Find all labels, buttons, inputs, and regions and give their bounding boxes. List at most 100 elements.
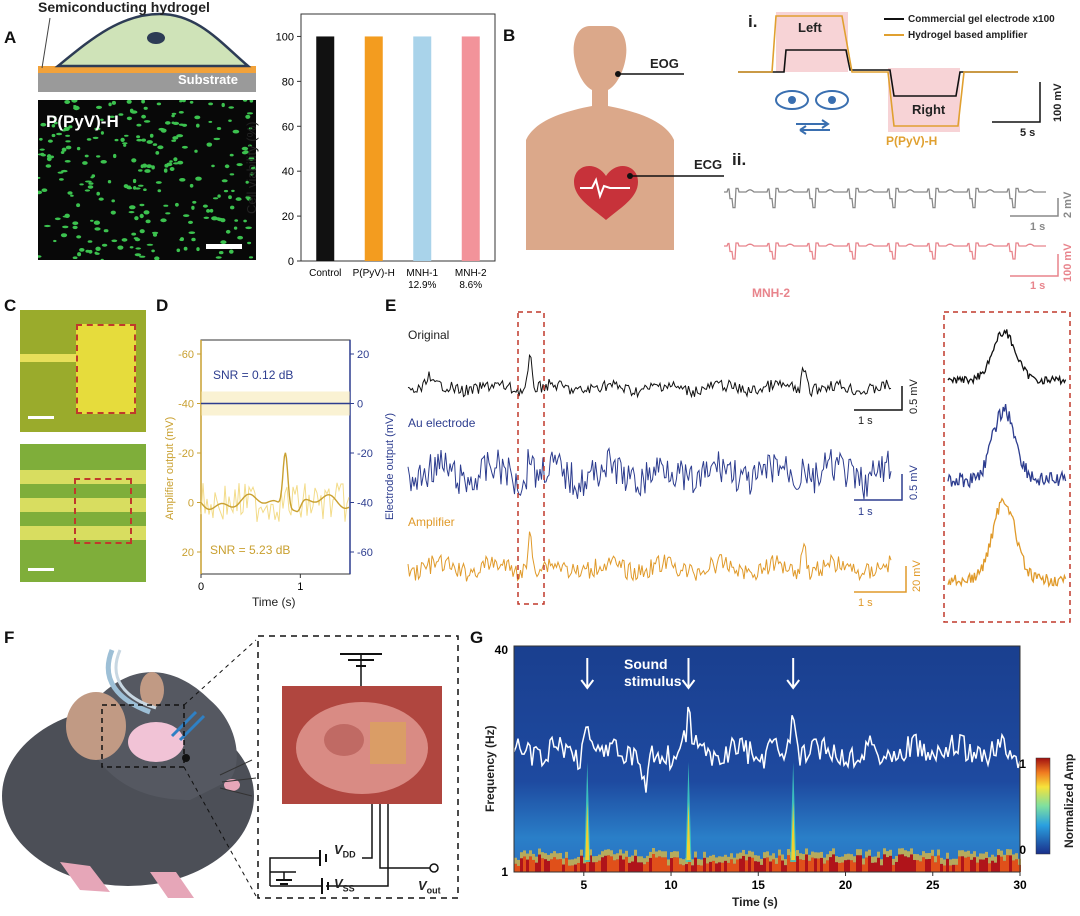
low-freq-power (547, 860, 550, 872)
low-freq-power (733, 863, 736, 872)
cell-dot (231, 189, 235, 193)
device-active-area (76, 324, 136, 414)
cell-dot (138, 169, 143, 172)
cell-dot (111, 239, 118, 243)
low-freq-power (955, 864, 958, 872)
low-freq-power (877, 851, 880, 858)
sub-label-i: i. (748, 12, 758, 31)
cell-dot (143, 106, 148, 110)
low-freq-power (769, 861, 772, 872)
low-freq-power (835, 862, 838, 872)
hydrogel-layer (38, 66, 256, 73)
cell-dot (250, 171, 254, 176)
right-gaze-highlight (888, 68, 960, 132)
low-freq-power (556, 853, 559, 860)
low-freq-power (688, 859, 691, 872)
panel-label-a: A (4, 28, 17, 47)
low-freq-power (679, 858, 682, 865)
low-freq-power (763, 852, 766, 859)
cell-dot (152, 143, 158, 146)
cell-dot (180, 100, 186, 102)
cell-dot (56, 132, 63, 136)
trace-amp-line (407, 531, 892, 582)
low-freq-power (649, 851, 652, 858)
cell-dot (195, 176, 202, 181)
cell-dot (79, 183, 84, 186)
d-ytick-right-label: 0 (357, 399, 363, 411)
cell-dot (41, 188, 48, 192)
low-freq-power (544, 859, 547, 872)
colorbar-tick-label: 0 (1019, 843, 1026, 857)
low-freq-power (643, 864, 646, 872)
highlight-window (517, 311, 545, 605)
low-freq-power (904, 850, 907, 857)
amplifier-output-line (200, 452, 350, 513)
circuit-box (257, 635, 459, 899)
low-freq-power (778, 849, 781, 856)
low-freq-power (1000, 850, 1003, 857)
cell-dot (172, 136, 179, 140)
low-freq-power (808, 860, 811, 872)
cell-dot (151, 165, 155, 170)
low-freq-power (811, 857, 814, 872)
cell-dot (129, 246, 134, 249)
low-freq-power (655, 851, 658, 858)
low-freq-power (820, 857, 823, 872)
low-freq-power (949, 865, 952, 872)
cell-dot (228, 106, 234, 109)
cell-dot (141, 100, 145, 104)
low-freq-power (613, 854, 616, 861)
low-freq-power (565, 851, 568, 858)
cell-dot (62, 225, 69, 229)
low-freq-power (643, 858, 646, 865)
low-freq-power (889, 849, 892, 856)
low-freq-power (670, 858, 673, 872)
ecg-gray-scale-bar (1010, 198, 1059, 217)
cell-dot (121, 238, 128, 242)
low-freq-power (607, 855, 610, 872)
low-freq-power (757, 861, 760, 872)
cell-dot (96, 105, 102, 109)
cell-dot (149, 133, 154, 138)
cell-dot (220, 240, 227, 245)
cell-dot (123, 143, 127, 147)
gaze-arrows-icon (796, 119, 830, 135)
low-freq-power (820, 851, 823, 858)
bar-category-sublabel: 12.9% (408, 280, 436, 291)
cell-dot (40, 122, 47, 127)
cell-dot (221, 179, 228, 183)
low-freq-power (850, 854, 853, 861)
low-freq-power (538, 854, 541, 872)
low-freq-power (556, 859, 559, 872)
cell-dot (108, 102, 112, 107)
cell-dot (90, 219, 94, 222)
low-freq-power (931, 849, 934, 856)
zoom-box (101, 704, 185, 768)
cell-dot (188, 231, 196, 234)
trace-original-label: Original (408, 328, 450, 342)
low-freq-power (880, 865, 883, 872)
cell-dot (211, 216, 218, 221)
low-freq-power (640, 856, 643, 863)
d-ytick-right-label: -40 (357, 498, 373, 510)
low-freq-power (937, 855, 940, 872)
low-freq-power (727, 856, 730, 863)
low-freq-power (541, 858, 544, 872)
low-freq-power (991, 860, 994, 872)
low-freq-power (940, 857, 943, 864)
cell-dot (166, 162, 173, 167)
low-freq-power (634, 855, 637, 872)
low-freq-power (658, 856, 661, 872)
cell-dot (169, 160, 173, 163)
cell-dot (146, 140, 153, 144)
left-gaze-highlight (776, 12, 848, 72)
mouse-ear-left (66, 692, 126, 760)
low-freq-power (859, 849, 862, 856)
cell-dot (165, 121, 171, 125)
low-freq-power (742, 855, 745, 872)
d-ytick-right-label: -60 (357, 547, 373, 559)
cell-dot (209, 208, 214, 213)
cell-dot (100, 118, 104, 121)
low-freq-power (517, 859, 520, 866)
